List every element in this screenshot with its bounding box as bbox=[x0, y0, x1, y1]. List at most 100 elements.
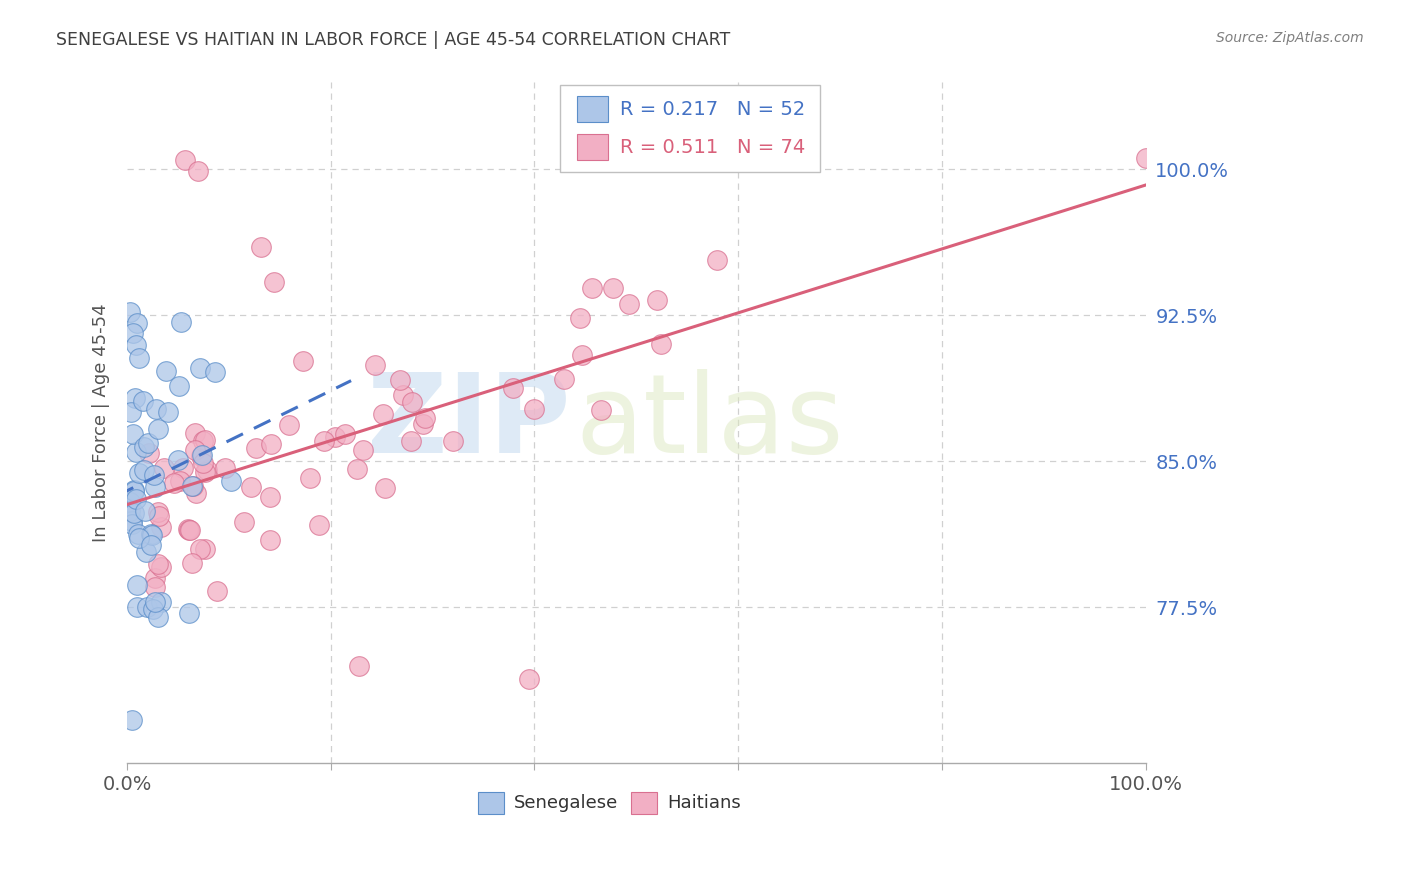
Point bbox=[121, 713, 143, 727]
Point bbox=[553, 372, 575, 386]
Point bbox=[157, 405, 180, 419]
Point bbox=[260, 437, 283, 451]
Point bbox=[193, 457, 215, 471]
Point bbox=[146, 557, 169, 571]
Point bbox=[312, 434, 335, 448]
Point bbox=[188, 542, 211, 557]
Point bbox=[146, 505, 169, 519]
Point bbox=[125, 445, 148, 459]
Point bbox=[134, 503, 156, 517]
Point bbox=[148, 508, 170, 523]
Point bbox=[169, 474, 191, 488]
Point bbox=[650, 336, 672, 351]
Point bbox=[148, 421, 170, 435]
Point bbox=[323, 430, 346, 444]
Point bbox=[128, 531, 150, 545]
Point bbox=[179, 523, 201, 537]
Text: R = 0.511   N = 74: R = 0.511 N = 74 bbox=[620, 137, 806, 157]
Point bbox=[517, 673, 540, 687]
Point bbox=[292, 353, 315, 368]
Point bbox=[143, 594, 166, 608]
Point bbox=[179, 606, 201, 620]
Point bbox=[170, 315, 193, 329]
FancyBboxPatch shape bbox=[560, 85, 820, 172]
Point bbox=[125, 316, 148, 330]
Point bbox=[188, 361, 211, 376]
Point bbox=[441, 434, 464, 448]
Point bbox=[412, 417, 434, 431]
Point bbox=[259, 490, 281, 504]
Point bbox=[145, 580, 167, 594]
Point bbox=[602, 281, 624, 295]
Point bbox=[183, 443, 205, 458]
Point bbox=[139, 538, 162, 552]
FancyBboxPatch shape bbox=[478, 792, 503, 814]
Point bbox=[121, 516, 143, 531]
Point bbox=[141, 528, 163, 542]
Point bbox=[399, 434, 422, 448]
Text: Haitians: Haitians bbox=[666, 794, 741, 813]
Point bbox=[150, 594, 173, 608]
Point bbox=[124, 491, 146, 506]
FancyBboxPatch shape bbox=[631, 792, 657, 814]
Point bbox=[141, 527, 163, 541]
Point bbox=[352, 442, 374, 457]
Point bbox=[134, 440, 156, 454]
Point bbox=[145, 402, 167, 417]
Point bbox=[125, 337, 148, 351]
Point bbox=[181, 479, 204, 493]
Text: Source: ZipAtlas.com: Source: ZipAtlas.com bbox=[1216, 31, 1364, 45]
Point bbox=[259, 533, 281, 548]
Point bbox=[128, 466, 150, 480]
Point bbox=[571, 348, 593, 362]
Point bbox=[145, 480, 167, 494]
Point bbox=[128, 351, 150, 366]
Point bbox=[155, 364, 177, 378]
Point bbox=[413, 411, 436, 425]
Point bbox=[136, 436, 159, 450]
Point bbox=[181, 479, 204, 493]
Point bbox=[127, 527, 149, 541]
Point bbox=[308, 518, 330, 533]
Point bbox=[194, 433, 217, 447]
Point bbox=[169, 379, 191, 393]
Point bbox=[391, 388, 413, 402]
Point bbox=[122, 484, 145, 499]
Point bbox=[245, 441, 267, 455]
Point bbox=[299, 471, 322, 485]
Point bbox=[591, 403, 613, 417]
Point bbox=[335, 427, 357, 442]
Point bbox=[153, 461, 176, 475]
Point bbox=[177, 523, 200, 537]
Point bbox=[195, 463, 218, 477]
Point bbox=[122, 483, 145, 497]
Point bbox=[118, 504, 141, 518]
Point bbox=[143, 571, 166, 585]
Point bbox=[118, 494, 141, 508]
Point bbox=[194, 542, 217, 557]
Point bbox=[191, 434, 214, 448]
Point bbox=[347, 658, 370, 673]
Point bbox=[364, 358, 387, 372]
FancyBboxPatch shape bbox=[578, 135, 607, 161]
Point bbox=[184, 486, 207, 500]
Point bbox=[401, 395, 423, 409]
Point bbox=[138, 445, 160, 459]
Point bbox=[239, 480, 262, 494]
Point bbox=[135, 600, 157, 615]
Point bbox=[166, 453, 188, 467]
Y-axis label: In Labor Force | Age 45-54: In Labor Force | Age 45-54 bbox=[93, 303, 110, 541]
Point bbox=[176, 522, 198, 536]
Point bbox=[150, 559, 173, 574]
Point bbox=[190, 449, 212, 463]
Point bbox=[569, 311, 592, 326]
Point bbox=[124, 391, 146, 405]
Point bbox=[135, 545, 157, 559]
Point bbox=[191, 448, 214, 462]
FancyBboxPatch shape bbox=[578, 96, 607, 122]
Point bbox=[118, 304, 141, 318]
Text: SENEGALESE VS HAITIAN IN LABOR FORCE | AGE 45-54 CORRELATION CHART: SENEGALESE VS HAITIAN IN LABOR FORCE | A… bbox=[56, 31, 731, 49]
Point bbox=[277, 418, 299, 433]
Point bbox=[142, 602, 165, 616]
Text: R = 0.217   N = 52: R = 0.217 N = 52 bbox=[620, 100, 806, 119]
